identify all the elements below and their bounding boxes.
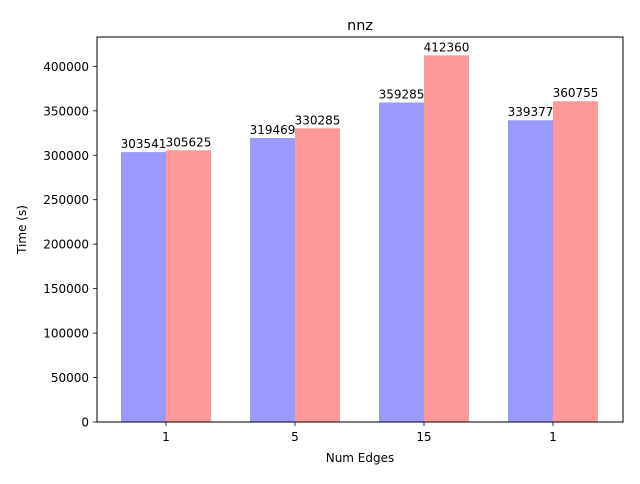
y-tick-label: 0: [81, 416, 89, 430]
value-label-series2-cat1: 305625: [166, 135, 212, 149]
x-tick-label: 1: [162, 430, 170, 444]
y-tick-label: 50000: [51, 371, 89, 385]
value-label-series2-cat2: 330285: [295, 113, 341, 127]
bar-series2-cat2: [295, 128, 340, 422]
plot-frame: [96, 36, 624, 423]
y-tick-label: 200000: [43, 238, 89, 252]
bars-layer: [121, 55, 598, 423]
value-label-series1-cat3: 359285: [379, 88, 425, 102]
y-tick-label: 150000: [43, 282, 89, 296]
bar-series1-cat1: [121, 152, 166, 422]
value-label-series2-cat4: 360755: [553, 86, 599, 100]
value-label-series1-cat2: 319469: [250, 123, 296, 137]
x-tick-label: 5: [291, 430, 299, 444]
bar-series1-cat4: [508, 120, 553, 422]
bar-series2-cat1: [166, 150, 211, 422]
value-label-series1-cat4: 339377: [508, 105, 554, 119]
y-tick-label: 300000: [43, 149, 89, 163]
bar-series1-cat2: [250, 137, 295, 423]
chart-title: nnz: [347, 18, 373, 34]
x-tick-label: 1: [549, 430, 557, 444]
y-tick-label: 400000: [43, 60, 89, 74]
bar-series1-cat3: [379, 102, 424, 422]
x-tick-label: 15: [416, 430, 431, 444]
y-tick-label: 350000: [43, 104, 89, 118]
value-label-series1-cat1: 303541: [121, 137, 167, 151]
y-axis: 0 50000 100000 150000 200000 250000 300000 3500…: [43, 60, 97, 430]
x-axis-label: Num Edges: [326, 451, 395, 465]
y-tick-label: 100000: [43, 327, 89, 341]
value-label-series2-cat3: 412360: [424, 40, 470, 54]
y-axis-label: Time (s): [15, 205, 29, 255]
bar-series2-cat3: [424, 55, 469, 423]
x-axis: 1 5 15 1: [162, 422, 557, 444]
bar-series2-cat4: [553, 101, 598, 422]
y-tick-label: 250000: [43, 193, 89, 207]
